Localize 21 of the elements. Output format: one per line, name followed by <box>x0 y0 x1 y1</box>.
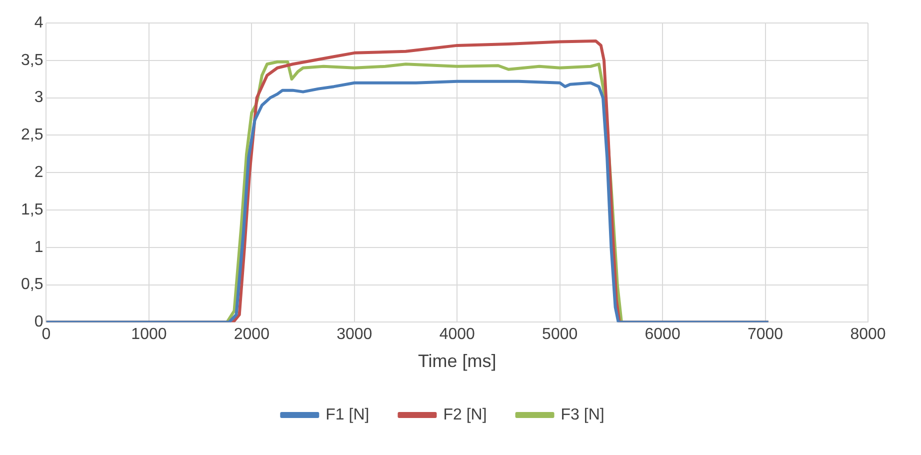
x-tick-label: 1000 <box>131 326 167 344</box>
y-tick-label: 3,5 <box>20 52 44 69</box>
x-tick-label: 8000 <box>850 326 886 344</box>
x-tick-label: 3000 <box>336 326 372 344</box>
y-tick-label: 2,5 <box>20 126 44 144</box>
y-tick-label: 2 <box>34 164 44 182</box>
legend-label: F1 [N] <box>326 406 370 424</box>
x-tick-label: 4000 <box>439 326 476 344</box>
x-tick-label: 6000 <box>644 326 680 344</box>
legend-label: F3 [N] <box>560 406 604 424</box>
x-tick-label: 5000 <box>542 326 578 344</box>
legend-label: F2 [N] <box>443 406 487 424</box>
y-tick-label: 0 <box>34 314 44 331</box>
x-tick-label: 7000 <box>747 326 784 344</box>
x-tick-label: 2000 <box>234 326 270 344</box>
y-tick-label: 0,5 <box>20 276 44 294</box>
y-tick-label: 1,5 <box>20 201 44 218</box>
y-tick-label: 4 <box>34 14 44 32</box>
y-tick-label: 1 <box>34 238 44 256</box>
y-tick-label: 3 <box>34 89 44 106</box>
x-axis-title: Time [ms] <box>418 351 496 372</box>
